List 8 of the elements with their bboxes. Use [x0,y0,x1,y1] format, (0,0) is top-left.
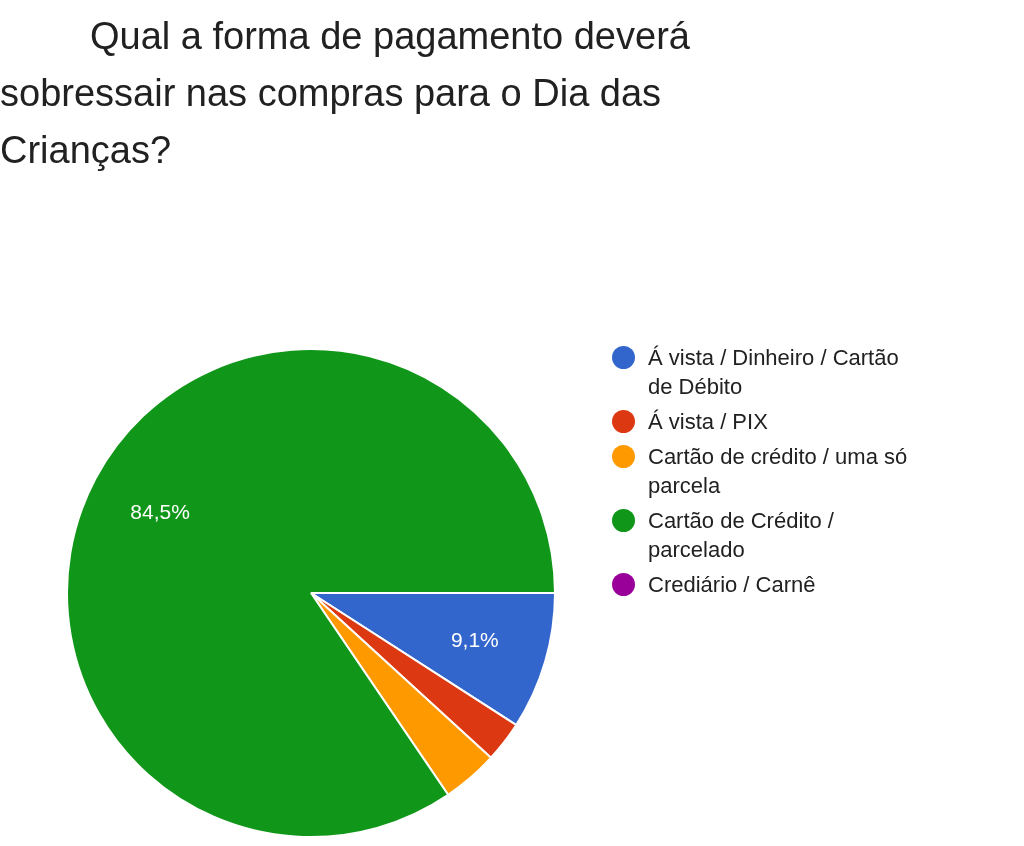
data-label: 9,1% [450,627,499,651]
legend-label: Cartão de Crédito / parcelado [648,507,835,564]
legend-label: Crediário / Carnê [648,571,816,599]
legend-label: Á vista / PIX [648,408,768,436]
data-label: 84,5% [130,499,190,523]
legend-label: Cartão de crédito / uma só parcela [648,443,909,500]
chart-title: Qual a forma de pagamento deverá sobressair nas compras para o Dia das Crianças? [0,14,691,173]
legend-label: Á vista / Dinheiro / Cartão de Débito [648,344,900,401]
